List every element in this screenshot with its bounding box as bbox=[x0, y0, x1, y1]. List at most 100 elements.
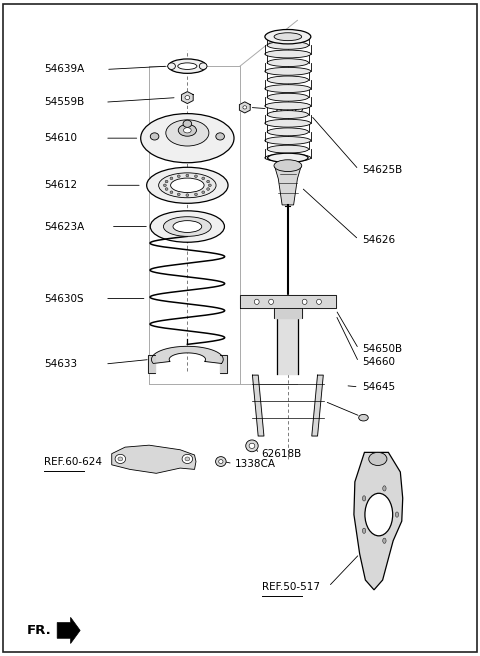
Ellipse shape bbox=[265, 68, 311, 75]
Ellipse shape bbox=[199, 63, 207, 70]
Ellipse shape bbox=[141, 113, 234, 163]
Polygon shape bbox=[240, 102, 250, 113]
Text: REF.50-517: REF.50-517 bbox=[262, 582, 320, 592]
Ellipse shape bbox=[194, 175, 197, 178]
Ellipse shape bbox=[163, 184, 166, 186]
Ellipse shape bbox=[182, 455, 192, 464]
Text: 54626: 54626 bbox=[362, 235, 395, 245]
Ellipse shape bbox=[165, 180, 168, 183]
Ellipse shape bbox=[268, 154, 308, 163]
Ellipse shape bbox=[265, 30, 311, 44]
Ellipse shape bbox=[177, 175, 180, 178]
Ellipse shape bbox=[186, 174, 189, 176]
Ellipse shape bbox=[173, 220, 202, 232]
Ellipse shape bbox=[274, 33, 301, 41]
Ellipse shape bbox=[177, 193, 180, 195]
Ellipse shape bbox=[183, 120, 192, 127]
Ellipse shape bbox=[302, 299, 307, 304]
Ellipse shape bbox=[317, 299, 322, 304]
Polygon shape bbox=[277, 314, 299, 374]
Ellipse shape bbox=[166, 120, 209, 146]
Text: 54610: 54610 bbox=[44, 133, 77, 143]
Ellipse shape bbox=[194, 193, 197, 195]
Ellipse shape bbox=[219, 460, 223, 464]
Text: 31109: 31109 bbox=[271, 104, 304, 113]
Ellipse shape bbox=[202, 177, 204, 180]
Ellipse shape bbox=[274, 160, 302, 172]
Ellipse shape bbox=[115, 455, 126, 464]
Ellipse shape bbox=[362, 496, 366, 501]
Ellipse shape bbox=[170, 177, 173, 180]
Polygon shape bbox=[181, 92, 193, 104]
Ellipse shape bbox=[265, 85, 311, 92]
Ellipse shape bbox=[243, 106, 247, 109]
Polygon shape bbox=[274, 308, 302, 318]
Ellipse shape bbox=[265, 136, 311, 144]
Ellipse shape bbox=[267, 59, 309, 66]
Ellipse shape bbox=[207, 188, 210, 190]
Text: 54625B: 54625B bbox=[362, 165, 402, 174]
Ellipse shape bbox=[365, 493, 393, 536]
Ellipse shape bbox=[216, 457, 226, 466]
Ellipse shape bbox=[118, 457, 123, 461]
Ellipse shape bbox=[265, 119, 311, 127]
Ellipse shape bbox=[267, 41, 309, 49]
Text: REF.60-624: REF.60-624 bbox=[44, 457, 102, 467]
Polygon shape bbox=[57, 617, 80, 644]
Ellipse shape bbox=[246, 440, 258, 452]
Text: 54645: 54645 bbox=[362, 382, 395, 392]
Polygon shape bbox=[152, 346, 223, 363]
Ellipse shape bbox=[267, 111, 309, 119]
Ellipse shape bbox=[178, 63, 197, 70]
Ellipse shape bbox=[265, 50, 311, 58]
Ellipse shape bbox=[202, 191, 204, 194]
Polygon shape bbox=[354, 453, 403, 590]
Ellipse shape bbox=[183, 128, 191, 133]
Polygon shape bbox=[312, 375, 323, 436]
Ellipse shape bbox=[396, 512, 399, 517]
Text: 54612: 54612 bbox=[44, 180, 77, 190]
Ellipse shape bbox=[269, 299, 274, 304]
Polygon shape bbox=[112, 445, 196, 474]
Ellipse shape bbox=[168, 63, 175, 70]
Ellipse shape bbox=[186, 194, 189, 196]
Ellipse shape bbox=[362, 528, 366, 533]
Text: 54650B: 54650B bbox=[362, 344, 402, 354]
Text: 54623A: 54623A bbox=[44, 222, 84, 232]
Polygon shape bbox=[252, 375, 264, 436]
Ellipse shape bbox=[359, 415, 368, 421]
Ellipse shape bbox=[267, 145, 309, 153]
Polygon shape bbox=[275, 166, 301, 205]
Ellipse shape bbox=[163, 216, 211, 236]
Text: 62618B: 62618B bbox=[262, 449, 302, 459]
Ellipse shape bbox=[170, 178, 204, 192]
Ellipse shape bbox=[185, 457, 190, 461]
Text: 54559B: 54559B bbox=[44, 97, 84, 107]
Ellipse shape bbox=[383, 538, 386, 543]
Ellipse shape bbox=[185, 96, 190, 100]
Ellipse shape bbox=[178, 125, 196, 136]
Ellipse shape bbox=[369, 453, 387, 466]
Polygon shape bbox=[148, 355, 155, 373]
Text: 1338CA: 1338CA bbox=[235, 459, 276, 468]
Ellipse shape bbox=[165, 188, 168, 190]
Text: 54630S: 54630S bbox=[44, 293, 84, 304]
Ellipse shape bbox=[267, 93, 309, 101]
Text: 54639A: 54639A bbox=[44, 64, 84, 74]
Ellipse shape bbox=[168, 59, 206, 73]
Ellipse shape bbox=[254, 299, 259, 304]
Ellipse shape bbox=[267, 76, 309, 84]
Ellipse shape bbox=[249, 443, 255, 449]
Ellipse shape bbox=[170, 191, 173, 194]
Ellipse shape bbox=[216, 133, 225, 140]
Ellipse shape bbox=[267, 128, 309, 136]
Ellipse shape bbox=[265, 102, 311, 110]
Text: FR.: FR. bbox=[27, 624, 52, 637]
Ellipse shape bbox=[208, 184, 211, 186]
Text: 54633: 54633 bbox=[44, 359, 77, 369]
Polygon shape bbox=[220, 355, 227, 373]
Ellipse shape bbox=[150, 133, 159, 140]
Ellipse shape bbox=[383, 486, 386, 491]
Text: 54660: 54660 bbox=[362, 357, 395, 367]
Ellipse shape bbox=[158, 173, 216, 197]
